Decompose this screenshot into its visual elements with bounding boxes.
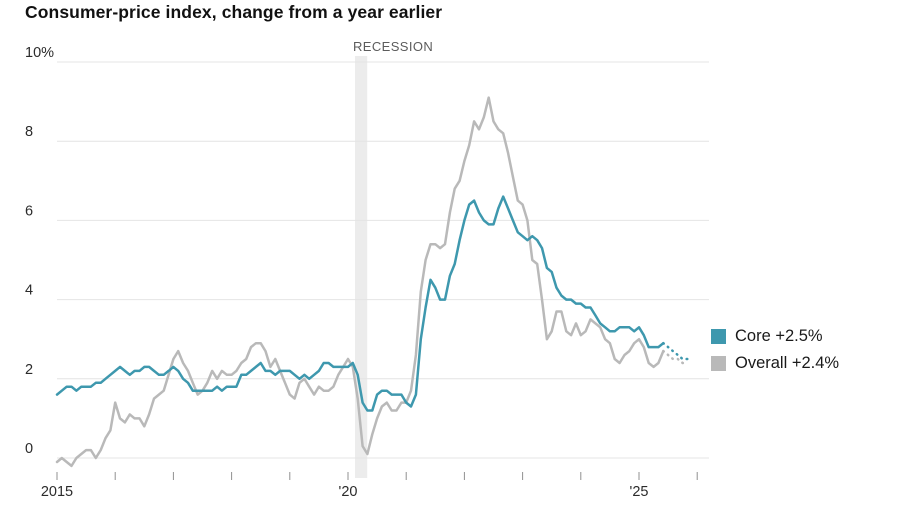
- overall-line: [55, 96, 665, 468]
- recession-label: RECESSION: [353, 39, 433, 54]
- x-axis: 2015 '20 '25: [41, 472, 698, 500]
- legend-label-core: Core +2.5%: [735, 327, 823, 345]
- y-grid: 0 2 4 6 8 10%: [25, 45, 709, 459]
- y-tick-label: 2: [25, 362, 33, 378]
- legend-item-overall: Overall +2.4%: [711, 354, 839, 373]
- overall-line-forecast: [662, 349, 689, 365]
- legend-label-overall: Overall +2.4%: [735, 354, 840, 372]
- y-tick-label: 8: [25, 124, 33, 140]
- core-line: [55, 195, 665, 412]
- recession-band: [355, 56, 368, 478]
- x-tick-label: 2015: [41, 484, 73, 500]
- y-tick-label: 0: [25, 441, 33, 457]
- chart-legend: Core +2.5% Overall +2.4%: [711, 327, 839, 373]
- x-tick-label: '20: [339, 484, 358, 500]
- core-swatch-icon: [711, 329, 726, 344]
- legend-item-core: Core +2.5%: [711, 327, 839, 346]
- core-line-forecast: [662, 341, 689, 361]
- y-tick-label: 4: [25, 283, 33, 299]
- overall-swatch-icon: [711, 356, 726, 371]
- chart-title: Consumer-price index, change from a year…: [25, 2, 443, 22]
- y-tick-label: 10%: [25, 45, 54, 61]
- y-tick-label: 6: [25, 203, 33, 219]
- x-tick-label: '25: [630, 484, 649, 500]
